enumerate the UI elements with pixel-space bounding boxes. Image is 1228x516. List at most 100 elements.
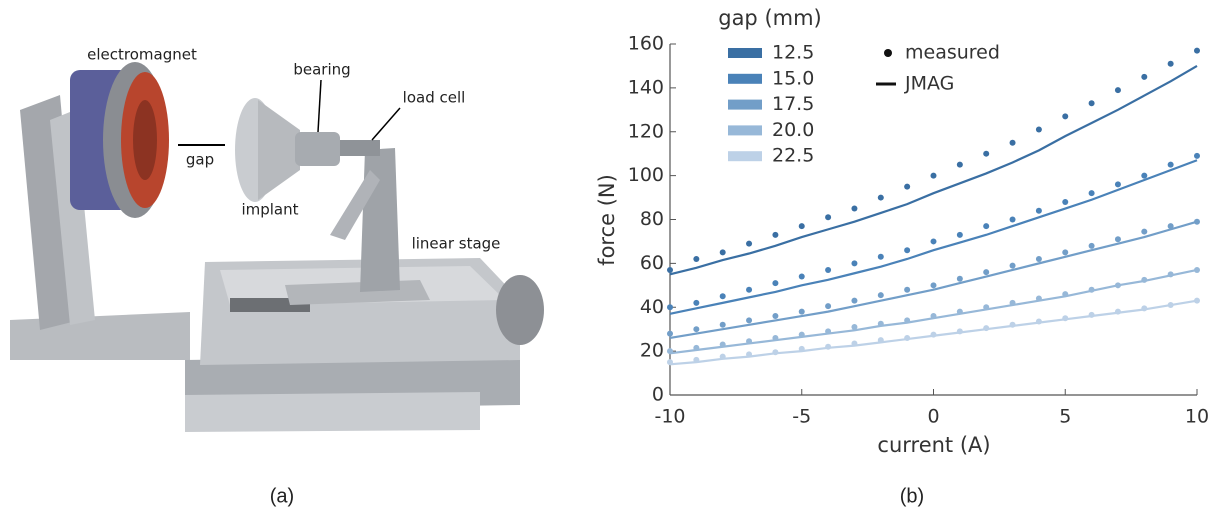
measured-point xyxy=(1010,217,1016,223)
measured-point xyxy=(1141,173,1147,179)
measured-point xyxy=(1194,153,1200,159)
measured-point xyxy=(878,292,884,298)
measured-point xyxy=(1194,48,1200,54)
measured-point xyxy=(772,349,778,355)
measured-point xyxy=(772,280,778,286)
x-tick-label: -10 xyxy=(654,406,685,428)
measured-point xyxy=(799,332,805,338)
y-tick-label: 20 xyxy=(640,340,664,362)
measured-point xyxy=(1062,249,1068,255)
legend-label: 12.5 xyxy=(772,42,814,64)
y-tick-label: 140 xyxy=(628,76,664,98)
measured-point xyxy=(799,223,805,229)
y-tick-label: 120 xyxy=(628,120,664,142)
measured-point xyxy=(693,256,699,262)
measured-point xyxy=(1194,298,1200,304)
measured-point xyxy=(1010,263,1016,269)
measured-point xyxy=(1168,223,1174,229)
measured-point xyxy=(957,328,963,334)
measured-point xyxy=(1036,256,1042,262)
measured-point xyxy=(1194,267,1200,273)
x-tick-label: -5 xyxy=(792,406,811,428)
y-tick-label: 80 xyxy=(640,208,664,230)
measured-point xyxy=(693,300,699,306)
measured-point xyxy=(957,276,963,282)
measured-point xyxy=(746,241,752,247)
y-tick-label: 40 xyxy=(640,296,664,318)
legend-title: gap (mm) xyxy=(718,6,822,30)
measured-point xyxy=(1010,140,1016,146)
measured-point xyxy=(1089,287,1095,293)
measured-point xyxy=(1010,322,1016,328)
measured-point xyxy=(1062,315,1068,321)
measured-point xyxy=(772,335,778,341)
measured-point xyxy=(931,238,937,244)
measured-point xyxy=(1089,100,1095,106)
legend-label: JMAG xyxy=(904,73,954,95)
measured-point xyxy=(799,346,805,352)
measured-point xyxy=(904,184,910,190)
measured-point xyxy=(904,335,910,341)
measured-point xyxy=(1141,74,1147,80)
legend-label: 15.0 xyxy=(772,67,814,89)
photo-label: bearing xyxy=(293,61,350,79)
measured-point xyxy=(851,206,857,212)
measured-point xyxy=(1089,312,1095,318)
measured-point xyxy=(1036,295,1042,301)
measured-point xyxy=(1115,309,1121,315)
measured-point xyxy=(1141,277,1147,283)
measured-point xyxy=(1062,199,1068,205)
measured-point xyxy=(825,344,831,350)
photo-label: linear stage xyxy=(412,235,501,253)
measured-point xyxy=(1115,282,1121,288)
measured-point xyxy=(746,351,752,357)
measured-point xyxy=(667,267,673,273)
x-tick-label: 0 xyxy=(927,406,939,428)
x-axis-label: current (A) xyxy=(877,433,990,457)
measured-point xyxy=(1168,61,1174,67)
panel-caption: (a) xyxy=(270,485,294,507)
measured-point xyxy=(957,232,963,238)
measured-point xyxy=(931,282,937,288)
measured-point xyxy=(1168,162,1174,168)
photo-label: electromagnet xyxy=(87,46,197,64)
measured-point xyxy=(1089,190,1095,196)
legend-swatch xyxy=(728,48,762,58)
measured-point xyxy=(746,287,752,293)
x-tick-label: 10 xyxy=(1185,406,1209,428)
measured-point xyxy=(667,359,673,365)
legend-label: 17.5 xyxy=(772,93,814,115)
panel-caption: (b) xyxy=(900,485,924,507)
measured-point xyxy=(693,345,699,351)
x-tick-label: 5 xyxy=(1059,406,1071,428)
measured-point xyxy=(693,326,699,332)
measured-point xyxy=(825,214,831,220)
measured-point xyxy=(746,317,752,323)
measured-point xyxy=(878,195,884,201)
legend-swatch xyxy=(728,74,762,84)
measured-point xyxy=(851,298,857,304)
measured-point xyxy=(799,274,805,280)
measured-point xyxy=(851,260,857,266)
photo-label: gap xyxy=(186,151,214,169)
measured-point xyxy=(983,269,989,275)
measured-point xyxy=(983,304,989,310)
measured-point xyxy=(799,309,805,315)
measured-point xyxy=(878,321,884,327)
measured-point xyxy=(931,332,937,338)
measured-point xyxy=(1141,229,1147,235)
measured-point xyxy=(667,304,673,310)
measured-point xyxy=(1036,319,1042,325)
y-axis-label: force (N) xyxy=(595,174,619,266)
measured-point xyxy=(667,331,673,337)
legend-label: 20.0 xyxy=(772,119,814,141)
measured-point xyxy=(1062,291,1068,297)
measured-point xyxy=(720,249,726,255)
legend-marker xyxy=(884,49,892,57)
measured-point xyxy=(1115,87,1121,93)
measured-point xyxy=(1089,243,1095,249)
measured-point xyxy=(851,324,857,330)
measured-point xyxy=(720,322,726,328)
measured-point xyxy=(1168,302,1174,308)
measured-point xyxy=(667,348,673,354)
